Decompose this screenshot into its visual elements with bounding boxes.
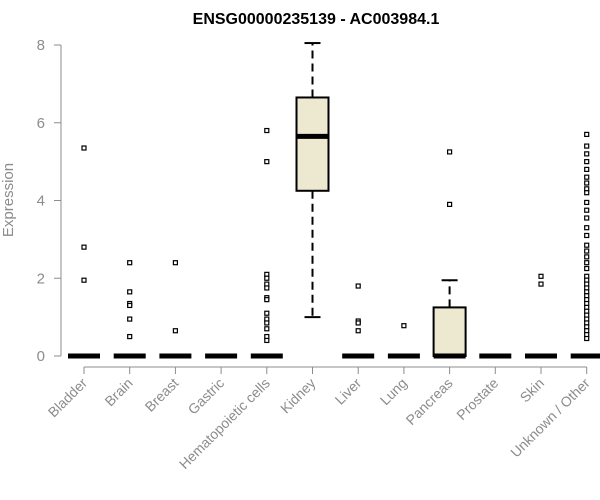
outlier-point [81, 145, 87, 151]
box-group [295, 42, 330, 319]
outlier-point [264, 159, 270, 165]
outlier-point [401, 323, 407, 329]
box-group [159, 260, 192, 359]
outlier-point [127, 260, 133, 266]
outlier-point [264, 297, 270, 303]
outlier-point [81, 244, 87, 250]
outlier-point [584, 260, 590, 266]
y-tick-label: 8 [37, 37, 45, 54]
plot-area [68, 42, 600, 359]
box-group [68, 145, 100, 359]
outlier-point [538, 273, 544, 279]
box [295, 96, 330, 192]
outlier-point [172, 328, 178, 334]
outlier-point [584, 242, 590, 248]
outlier-point [584, 199, 590, 206]
outlier-point [172, 260, 178, 266]
x-tick-label: Lung [377, 375, 410, 408]
outlier-point [584, 207, 590, 213]
x-tick-label: Skin [517, 375, 548, 406]
x-tick-label: Breast [142, 375, 182, 415]
outlier-point [447, 149, 453, 155]
outlier-point [584, 166, 590, 172]
outlier-point [584, 180, 590, 186]
outlier-point [264, 310, 270, 316]
outlier-point [584, 174, 590, 180]
outlier-point [584, 143, 590, 149]
y-axis-label: Expression [0, 163, 17, 237]
box-group [570, 131, 600, 359]
outlier-point [355, 283, 361, 289]
outlier-point [584, 265, 590, 272]
outlier-point [264, 285, 270, 291]
x-tick-label: Liver [332, 375, 365, 408]
outlier-point [584, 131, 590, 138]
box-group [250, 127, 283, 359]
x-tick-label: Unknown / Other [507, 375, 593, 461]
y-tick-label: 2 [37, 270, 45, 287]
outlier-point [584, 151, 590, 157]
outlier-point [355, 320, 361, 326]
box-group [432, 149, 467, 359]
outlier-point [264, 337, 270, 344]
outlier-point [584, 190, 590, 196]
outlier-point [127, 289, 133, 295]
outlier-point [584, 254, 590, 260]
box-group [525, 273, 557, 359]
outlier-point [264, 326, 270, 332]
box-group [387, 323, 420, 359]
outlier-point [127, 333, 133, 340]
outlier-point [127, 302, 133, 309]
box-group [342, 283, 375, 359]
outlier-point [538, 281, 544, 287]
outlier-point [447, 201, 453, 207]
x-tick-label: Gastric [185, 375, 228, 418]
x-tick-label: Brain [101, 375, 135, 409]
outlier-point [584, 159, 590, 165]
x-tick-label: Prostate [453, 375, 501, 423]
x-tick-label: Pancreas [403, 375, 456, 428]
outlier-point [264, 275, 270, 281]
y-tick-label: 4 [37, 193, 45, 210]
outlier-point [81, 277, 87, 283]
chart-title: ENSG00000235139 - AC003984.1 [193, 11, 440, 28]
outlier-point [584, 232, 590, 239]
box-group [113, 260, 146, 359]
outlier-point [584, 335, 590, 342]
outlier-point [127, 316, 133, 322]
outlier-point [584, 225, 590, 231]
outlier-point [584, 215, 590, 221]
outlier-point [584, 248, 590, 254]
outlier-point [264, 127, 270, 134]
box [432, 306, 467, 357]
x-tick-label: Hematopoietic cells [176, 375, 273, 472]
x-tick-label: Bladder [45, 375, 91, 421]
outlier-point [355, 328, 361, 334]
x-tick-label: Kidney [277, 375, 319, 417]
y-tick-label: 0 [37, 348, 45, 365]
y-tick-label: 6 [37, 115, 45, 132]
y-axis: 0 2 4 6 8 [37, 37, 62, 365]
outlier-point [264, 320, 270, 326]
